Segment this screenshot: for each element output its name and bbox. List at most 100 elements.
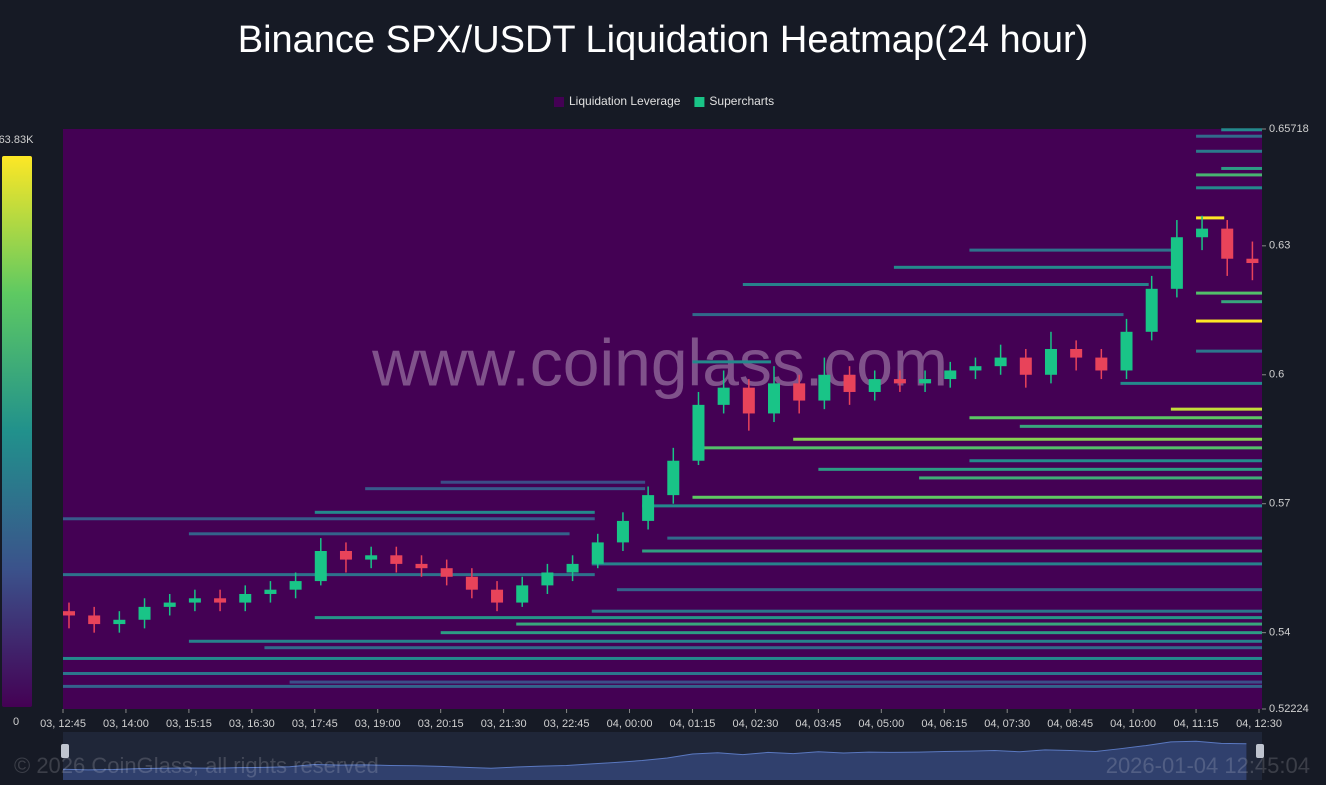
x-tick-label: 03, 22:45 [544,718,590,730]
candle-body [163,602,176,607]
liquidation-band [314,510,595,514]
liquidation-band [591,609,1262,613]
candle-body [742,387,755,414]
liquidation-band [1221,166,1262,170]
liquidation-band [616,588,1262,592]
x-tick-label: 04, 08:45 [1047,718,1093,730]
liquidation-band [440,631,1262,635]
liquidation-band [264,646,1262,650]
liquidation-band [188,532,570,536]
liquidation-band [1196,186,1262,190]
candle-body [339,550,352,560]
candle-body [88,615,101,625]
candle-body [1196,228,1209,238]
candle-body [944,370,957,380]
liquidation-band [1196,349,1262,353]
x-tick-label: 04, 12:30 [1236,718,1282,730]
liquidation-band [63,517,595,521]
candle-body [717,387,730,405]
colorbar-label: 0 [13,716,19,728]
x-tick-label: 04, 00:00 [607,718,653,730]
y-tick-label: 0.54 [1269,627,1290,639]
x-tick-label: 03, 12:45 [40,718,86,730]
y-tick-label: 0.57 [1269,498,1290,510]
candle-body [465,576,478,590]
candle-body [390,555,403,564]
colorbar [2,156,32,707]
x-tick-label: 04, 06:15 [921,718,967,730]
footer-copyright: © 2026 CoinGlass, all rights reserved [14,753,379,778]
candle-body [541,572,554,586]
candle-body [1145,288,1158,332]
candle-body [1246,258,1259,264]
liquidation-band [642,549,1262,553]
liquidation-band [692,313,1124,317]
candle-body [188,598,201,603]
liquidation-band [1196,319,1262,323]
liquidation-band [289,680,1262,684]
legend-label: Supercharts [709,94,774,108]
x-tick-label: 04, 01:15 [670,718,716,730]
candle-body [692,404,705,461]
candle-body [1170,237,1183,289]
watermark: www.coinglass.com [371,325,948,399]
candle-body [818,374,831,401]
liquidation-band [1170,407,1262,411]
x-tick-label: 03, 21:30 [481,718,527,730]
candle-body [264,589,277,594]
candle-body [1120,331,1133,371]
candle-body [491,589,504,603]
y-tick-label: 0.63 [1269,240,1290,252]
chart-title: Binance SPX/USDT Liquidation Heatmap(24 … [238,19,1089,61]
liquidation-band [919,476,1262,480]
candle-body [667,460,680,496]
liquidation-band [692,495,1262,499]
liquidation-band [1196,134,1262,138]
legend-swatch [554,97,564,107]
x-tick-label: 03, 16:30 [229,718,275,730]
liquidation-band [893,265,1174,269]
candle-body [566,563,579,573]
candle-body [138,606,151,620]
liquidation-band [1196,291,1262,295]
candle-body [642,495,655,521]
x-tick-label: 03, 14:00 [103,718,149,730]
candle-body [63,611,75,616]
candle-body [289,581,302,590]
candle-body [919,379,932,384]
liquidation-band [516,622,1262,626]
liquidation-band [1120,381,1262,385]
candle-body [616,520,629,543]
liquidation-band [63,671,1262,675]
liquidation-band [1221,128,1262,132]
liquidation-band [642,504,1262,508]
liquidation-band [969,248,1174,252]
candle-body [843,374,856,392]
liquidation-band [1221,300,1262,304]
liquidation-band [667,536,1262,540]
y-tick-label: 0.52224 [1269,703,1309,715]
x-tick-label: 04, 05:00 [858,718,904,730]
liquidation-band [969,459,1262,463]
liquidation-band [1196,149,1262,153]
liquidation-band [63,684,1262,688]
liquidation-band [440,480,646,484]
colorbar-label: 63.83K [0,134,34,146]
legend-label: Liquidation Leverage [569,94,681,108]
candle-body [893,379,906,384]
x-tick-label: 04, 07:30 [984,718,1030,730]
legend-swatch [694,97,705,107]
liquidation-band [969,416,1262,420]
liquidation-band [63,656,1262,660]
candle-body [365,555,378,560]
x-tick-label: 04, 10:00 [1110,718,1156,730]
y-tick-label: 0.6 [1269,369,1284,381]
liquidation-band [365,487,646,491]
liquidation-band [591,562,1262,566]
navigator-line [62,740,1247,771]
liquidation-band [818,467,1262,471]
candle-body [969,366,982,371]
liquidation-band [188,639,1262,643]
candle-body [113,619,126,625]
